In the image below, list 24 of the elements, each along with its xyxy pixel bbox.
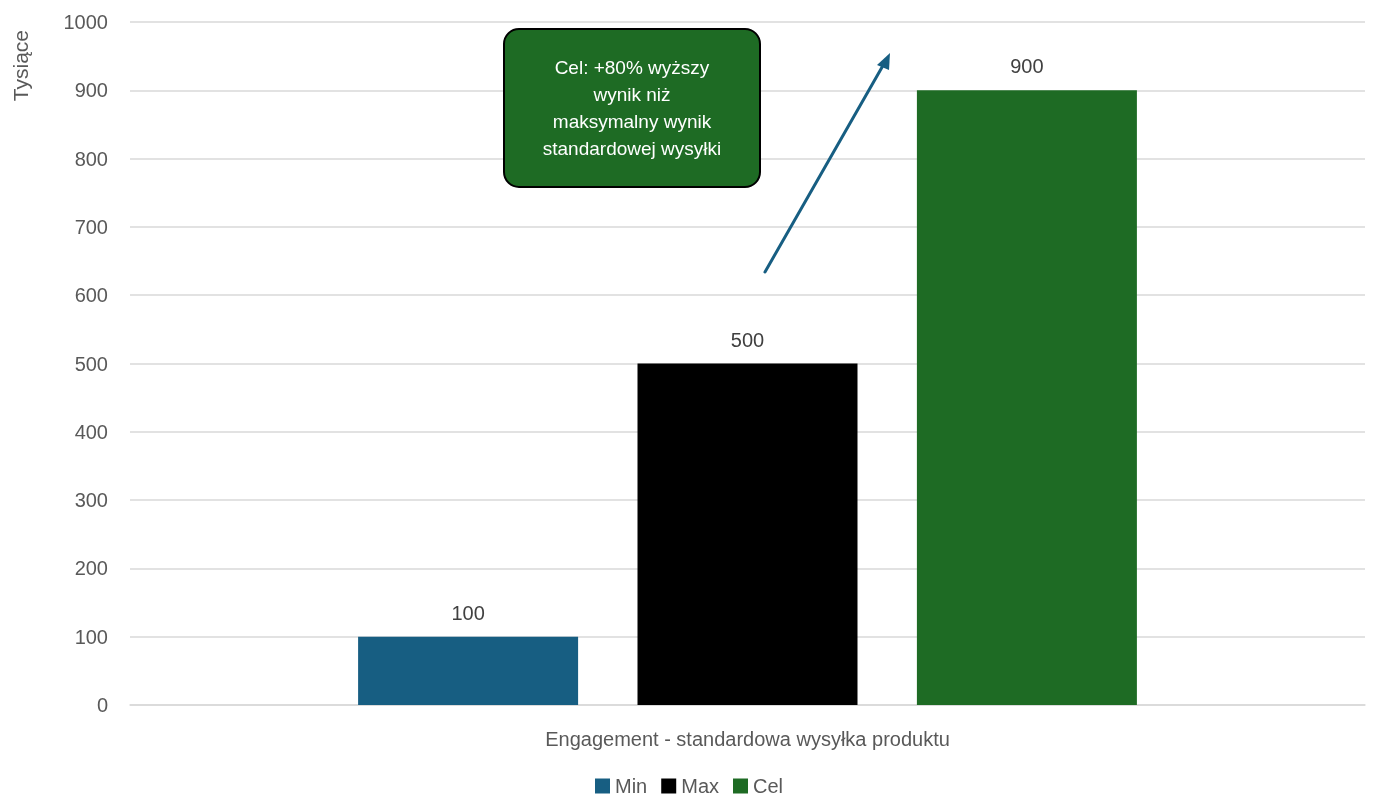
bar bbox=[916, 90, 1137, 705]
y-axis-title: Tysiące bbox=[9, 29, 32, 102]
y-tick-label: 300 bbox=[74, 489, 108, 512]
y-tick-label: 900 bbox=[74, 79, 108, 102]
data-label: 100 bbox=[451, 601, 485, 624]
y-tick-label: 800 bbox=[74, 147, 108, 170]
legend-label: Cel bbox=[753, 775, 784, 797]
y-tick-label: 200 bbox=[74, 557, 108, 580]
y-tick-label: 100 bbox=[74, 625, 108, 648]
y-tick-label: 1000 bbox=[63, 11, 108, 33]
y-tick-label: 600 bbox=[74, 284, 108, 307]
callout-box: Cel: +80% wyższy wynik niż maksymalny wynik standardowej wysyłki bbox=[503, 28, 761, 188]
legend-label: Max bbox=[681, 775, 720, 797]
annotation: Cel: +80% wyższy wynik niż maksymalny wynik standardowej wysyłki bbox=[541, 56, 723, 161]
legend-label: Min bbox=[614, 775, 648, 797]
bar bbox=[637, 363, 858, 705]
bar bbox=[358, 636, 579, 705]
y-tick-label: 400 bbox=[74, 420, 108, 443]
y-tick-label: 700 bbox=[74, 215, 108, 238]
x-tick-label: Engagement - standardowa wysyłka produktu bbox=[545, 728, 950, 750]
y-tick-label: 0 bbox=[96, 694, 108, 716]
data-label: 500 bbox=[730, 328, 765, 351]
data-label: 900 bbox=[1010, 55, 1044, 78]
y-tick-label: 500 bbox=[74, 352, 108, 375]
